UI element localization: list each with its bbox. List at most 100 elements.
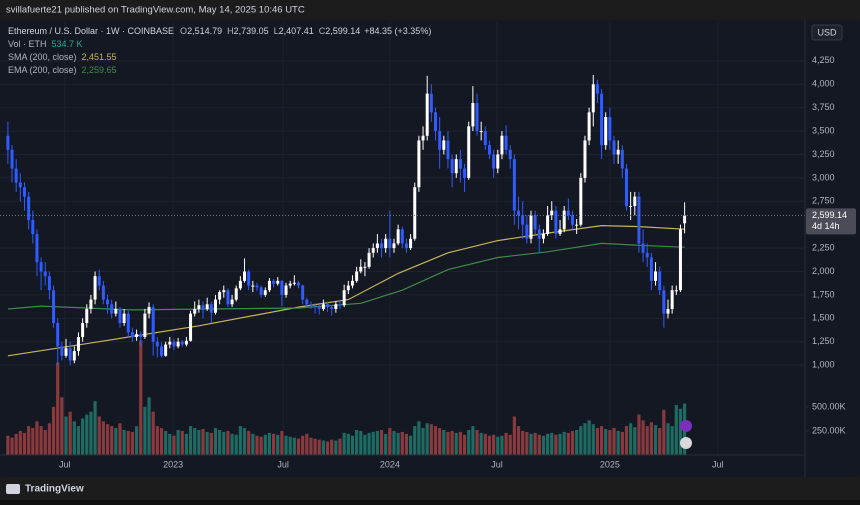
candle-body [670,290,674,309]
volume-bar [641,420,645,455]
candle-body [143,313,147,338]
candle-body [222,290,226,293]
volume-layer [6,340,687,455]
candle-body [400,229,404,244]
volume-bar [438,428,442,455]
volume-bar [10,437,14,455]
y-tick-label: 2,250 [812,242,835,252]
y-tick-label: 3,250 [812,149,835,159]
brand: TradingView [25,484,84,495]
candle-body [355,271,359,281]
volume-bar [645,426,649,455]
candle-body [151,307,155,342]
candle-body [309,304,313,306]
volume-bar [649,422,653,455]
ohlc-value: 2,407.41 [279,26,314,36]
candle-body [101,285,105,300]
volume-bar [267,432,272,455]
badge-icon [680,420,692,432]
volume-bar [143,406,147,455]
candle-body [558,229,562,235]
volume-bar [85,414,89,455]
candle-body [234,288,238,300]
volume-bar [479,432,483,455]
volume-bar [583,423,587,455]
volume-bar [371,431,375,455]
candle-body [546,215,550,235]
volume-bar [433,426,438,455]
volume-bar [118,423,122,455]
candle-body [106,299,110,305]
volume-bar [467,429,471,455]
candle-body [122,313,126,323]
candle-body [384,238,388,249]
volume-bar [35,421,39,455]
volume-bar [537,434,541,455]
candle-body [579,177,583,225]
candle-body [263,290,267,295]
candle-body [521,215,525,225]
candle-body [76,337,80,352]
candle-body [118,308,122,323]
candle-body [396,229,400,244]
ohlc-key: H [227,26,234,36]
volume-bar [417,421,421,455]
volume-bar [379,429,384,455]
volume-bar [388,428,392,455]
volume-bar [442,429,446,455]
y-tick-label: 4,000 [812,79,835,89]
ohlc-key: C [319,26,326,36]
candle-body [683,215,687,224]
volume-bar [629,423,633,455]
candle-body [72,351,76,361]
candle-body [616,149,620,155]
candle-body [22,187,26,197]
volume-bar [462,434,467,455]
volume-bar [110,426,114,455]
legend-row: SMA (200, close) 2,451.55 [8,52,117,62]
volume-bar [172,435,176,455]
candle-body [649,257,653,281]
volume-bar [159,428,164,455]
volume-bar [193,428,197,455]
volume-bar [114,428,118,455]
volume-name: Vol · ETH [8,39,47,49]
volume-bar [47,423,52,455]
candle-body [321,304,325,309]
indicator-value: 2,259.65 [82,65,117,75]
volume-bar [64,416,68,455]
candle-body [255,285,259,288]
countdown: 4d 14h [812,221,840,231]
volume-bar [89,411,93,455]
candle-body [624,168,628,206]
y-tick-label: 2,000 [812,266,835,276]
volume-bar [164,430,168,455]
volume-bar [500,435,504,455]
x-tick-label: Jul [277,459,289,469]
volume-bar [255,435,259,455]
volume-bar [313,438,317,455]
candle-body [52,290,56,323]
candle-body [483,131,487,146]
indicator-name: EMA (200, close) [8,65,77,75]
candle-body [135,334,139,338]
volume-value: 534.7 K [52,39,83,49]
volume-bar [134,426,139,455]
candle-body [272,280,276,284]
candle-body [487,145,491,155]
candle-body [637,196,641,244]
legend-row: Vol · ETH 534.7 K [8,39,83,49]
volume-bar [525,431,529,455]
volume-bar [205,431,209,455]
candle-body [346,285,350,291]
candle-body [97,276,101,286]
candle-body [139,334,143,338]
ohlc-value: 2,599.14 [325,26,360,36]
volume-bar [184,433,189,455]
volume-bar [6,435,10,455]
volume-bar [22,432,27,455]
volume-bar [533,432,537,455]
volume-bar [512,416,516,455]
candle-body [180,341,184,345]
